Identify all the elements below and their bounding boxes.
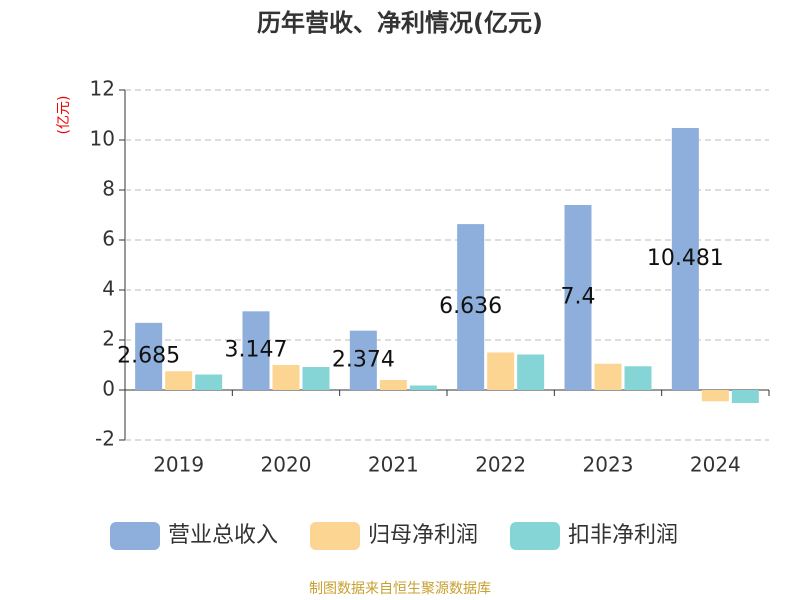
footer: 制图数据来自恒生聚源数据库 <box>309 581 491 597</box>
bar <box>594 363 622 390</box>
data-label: 2.685 <box>117 343 180 368</box>
data-label: 2.374 <box>332 347 395 372</box>
y-tick-label: 12 <box>90 77 115 101</box>
bar <box>517 354 545 390</box>
bar <box>272 365 300 390</box>
y-tick-label: 10 <box>90 127 115 151</box>
y-tick-label: 6 <box>102 227 115 251</box>
bar <box>135 322 163 390</box>
y-tick-label: 4 <box>102 277 115 301</box>
x-tick-label: 2023 <box>583 453 634 477</box>
bar <box>457 224 485 390</box>
x-tick-label: 2022 <box>475 453 526 477</box>
bar <box>349 330 377 390</box>
legend-swatch <box>310 522 360 550</box>
x-tick-label: 2021 <box>368 453 419 477</box>
y-tick-label: 0 <box>102 377 115 401</box>
chart-title: 历年营收、净利情况(亿元) <box>257 9 543 37</box>
x-tick-label: 2024 <box>690 453 741 477</box>
legend-swatch <box>510 522 560 550</box>
bar <box>671 127 699 390</box>
bar <box>731 390 759 403</box>
bar <box>564 205 592 390</box>
bar <box>409 385 437 390</box>
bar <box>624 366 652 390</box>
x-tick-label: 2019 <box>153 453 204 477</box>
legend-label: 扣非净利润 <box>568 523 678 548</box>
data-label: 6.636 <box>439 294 502 319</box>
y-tick-label: 8 <box>102 177 115 201</box>
legend-swatch <box>110 522 160 550</box>
y-axis-label: (亿元) <box>56 96 72 135</box>
data-label: 7.4 <box>561 285 596 310</box>
x-tick-label: 2020 <box>261 453 312 477</box>
bar <box>242 311 270 390</box>
bar <box>487 352 515 390</box>
bar <box>165 371 193 390</box>
y-tick-label: 2 <box>102 327 115 351</box>
data-label: 10.481 <box>647 246 724 271</box>
bar <box>195 374 223 390</box>
legend-label: 营业总收入 <box>168 523 278 548</box>
legend-label: 归母净利润 <box>368 523 478 548</box>
bar <box>701 390 729 402</box>
bar <box>379 380 407 390</box>
y-tick-label: -2 <box>95 427 115 451</box>
bar <box>302 367 330 390</box>
data-label: 3.147 <box>225 338 288 363</box>
